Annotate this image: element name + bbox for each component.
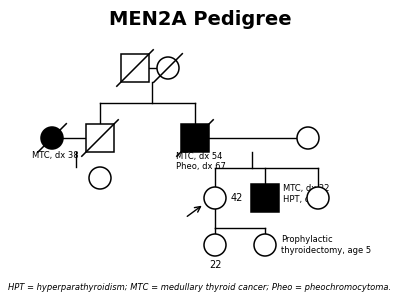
Bar (86, 124, 114, 152)
Text: HPT = hyperparathyroidism; MTC = medullary thyroid cancer; Pheo = pheochromocyto: HPT = hyperparathyroidism; MTC = medulla… (8, 283, 391, 292)
Text: 42: 42 (231, 193, 243, 203)
Text: MTC, dx 38: MTC, dx 38 (32, 151, 79, 160)
Text: MTC, dx 54
Pheo, dx 67: MTC, dx 54 Pheo, dx 67 (176, 152, 226, 171)
Bar (121, 54, 149, 82)
Bar (181, 124, 209, 152)
Circle shape (41, 127, 63, 149)
Circle shape (297, 127, 319, 149)
Circle shape (157, 57, 179, 79)
Circle shape (254, 234, 276, 256)
Bar (251, 184, 279, 212)
Circle shape (204, 187, 226, 209)
Circle shape (307, 187, 329, 209)
Text: MEN2A Pedigree: MEN2A Pedigree (109, 10, 291, 29)
Circle shape (89, 167, 111, 189)
Text: MTC, dx 22
HPT, dx 24: MTC, dx 22 HPT, dx 24 (283, 184, 329, 204)
Text: 22: 22 (209, 260, 221, 270)
Text: Prophylactic
thyroidectomy, age 5: Prophylactic thyroidectomy, age 5 (281, 235, 371, 255)
Circle shape (204, 234, 226, 256)
